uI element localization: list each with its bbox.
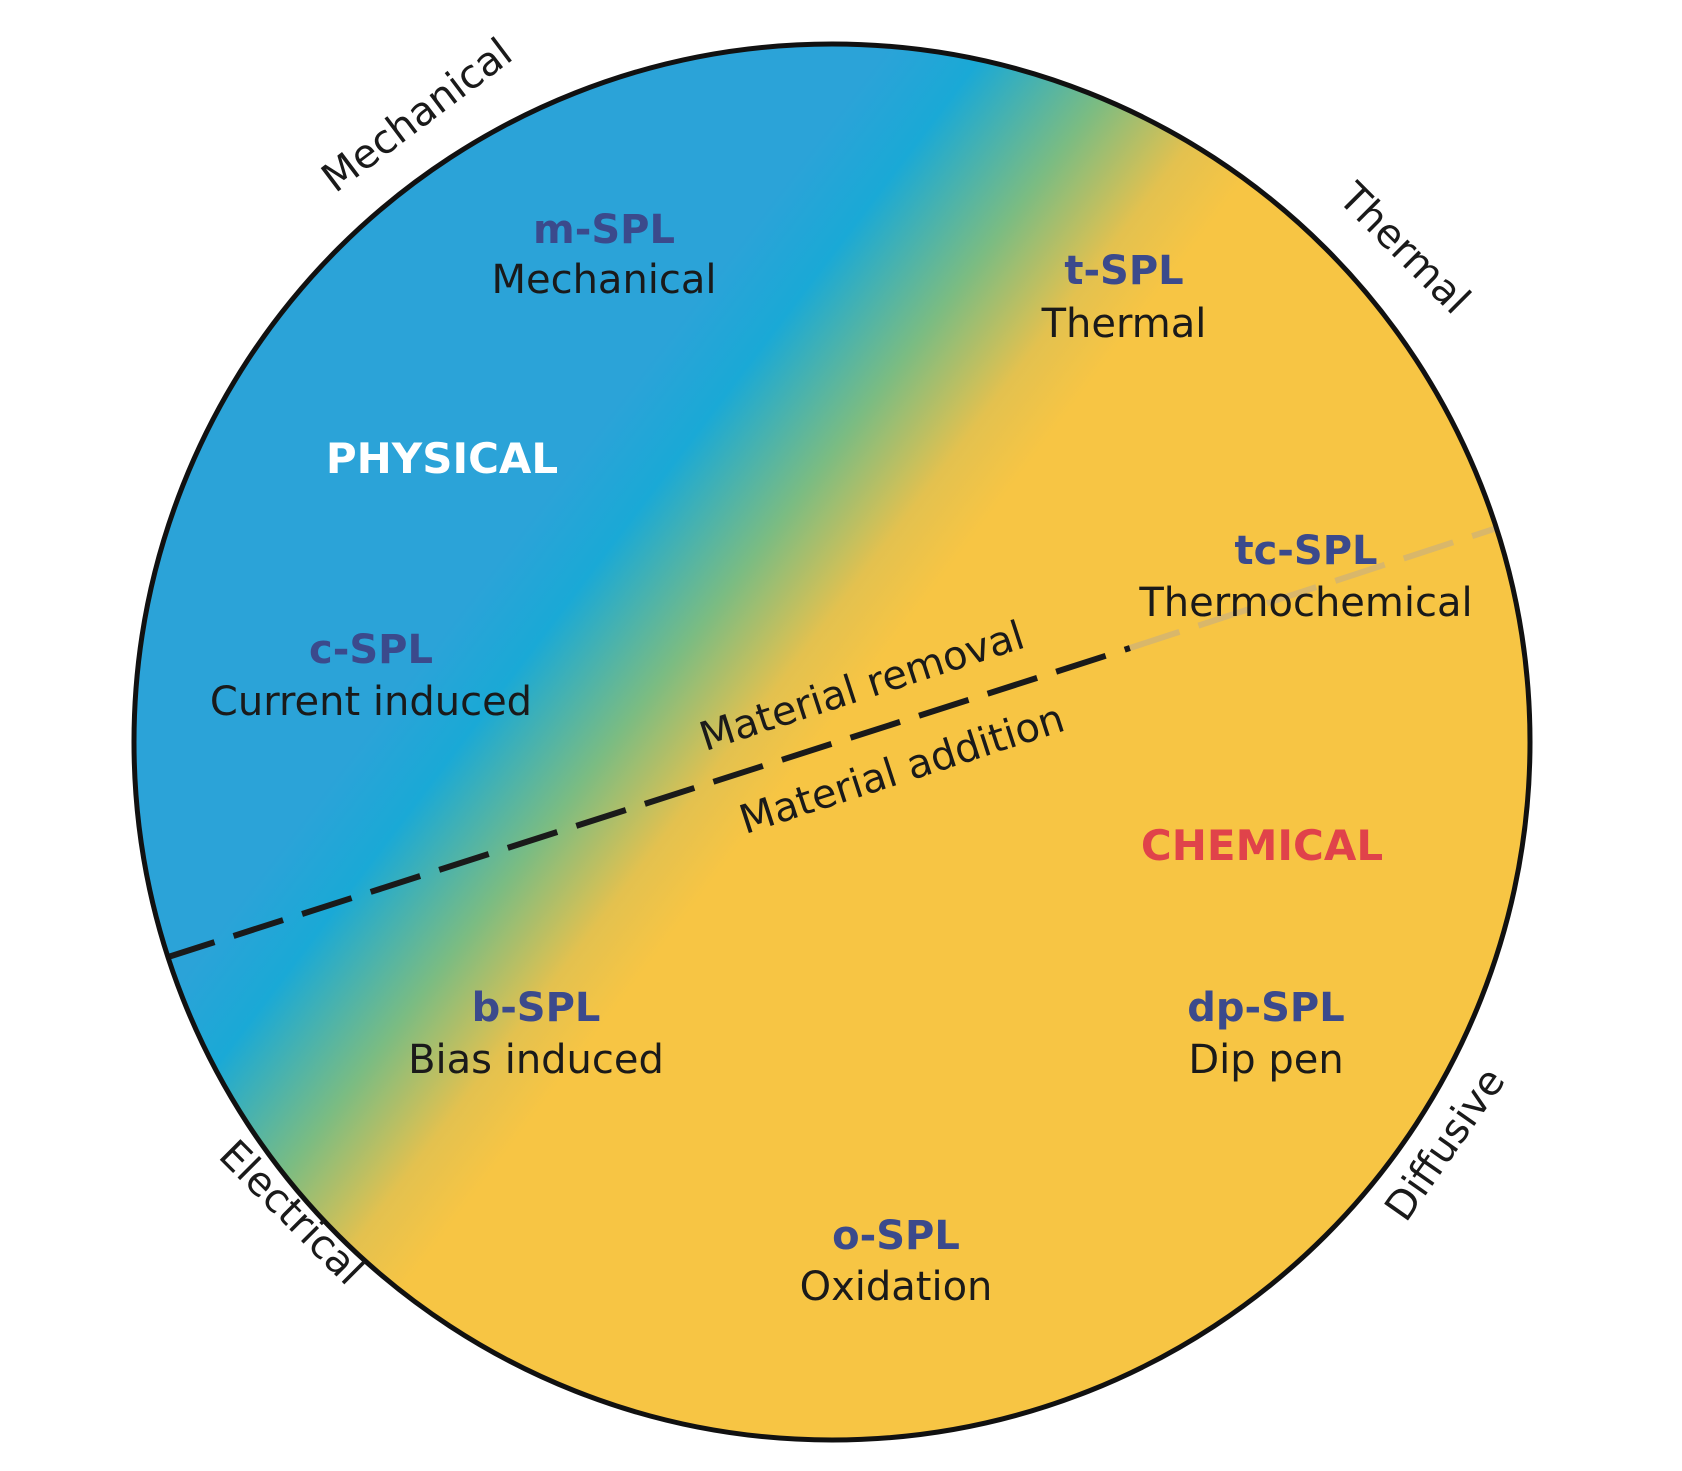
method-name: Bias induced xyxy=(408,1037,664,1083)
method-code: t-SPL xyxy=(1064,248,1183,294)
method-name: Current induced xyxy=(210,679,532,725)
method-t-spl: t-SPL Thermal xyxy=(1041,248,1207,347)
method-name: Mechanical xyxy=(491,257,716,303)
region-chemical-title: CHEMICAL xyxy=(1141,821,1383,870)
method-code: m-SPL xyxy=(533,207,675,253)
method-b-spl: b-SPL Bias induced xyxy=(408,985,664,1083)
method-name: Dip pen xyxy=(1188,1037,1343,1083)
method-code: b-SPL xyxy=(472,985,601,1031)
method-code: c-SPL xyxy=(309,627,433,673)
diagram-circle-outline xyxy=(131,41,1533,1443)
method-code: o-SPL xyxy=(832,1213,960,1259)
method-name: Oxidation xyxy=(800,1264,993,1310)
divider-group xyxy=(164,524,1501,961)
method-name: Thermal xyxy=(1041,301,1207,347)
method-c-spl: c-SPL Current induced xyxy=(210,627,532,725)
divider-line-light xyxy=(1129,524,1501,651)
method-code: dp-SPL xyxy=(1187,985,1344,1031)
divider-line-dark xyxy=(164,645,1131,961)
method-m-spl: m-SPL Mechanical xyxy=(491,207,716,303)
method-code: tc-SPL xyxy=(1234,528,1377,574)
method-dp-spl: dp-SPL Dip pen xyxy=(1187,985,1344,1083)
diagram-circle-fill xyxy=(134,44,1530,1440)
method-name: Thermochemical xyxy=(1138,580,1472,626)
method-o-spl: o-SPL Oxidation xyxy=(800,1213,993,1310)
region-physical-title: PHYSICAL xyxy=(326,434,558,483)
method-tc-spl: tc-SPL Thermochemical xyxy=(1138,528,1472,626)
